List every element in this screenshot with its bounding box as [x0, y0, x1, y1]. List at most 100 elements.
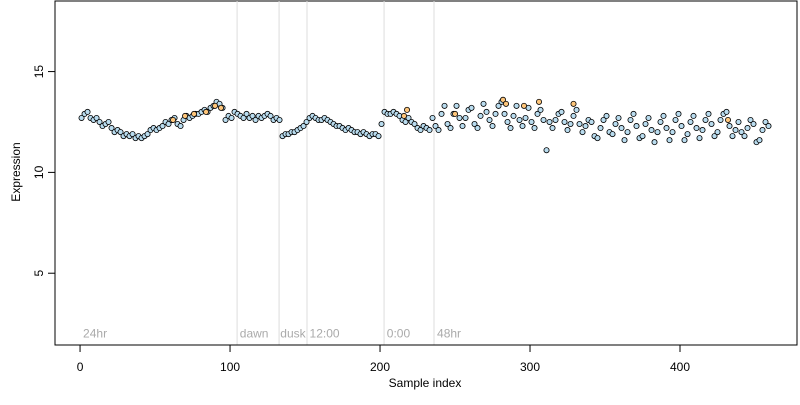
point	[401, 112, 408, 119]
point	[228, 114, 235, 121]
point	[597, 125, 604, 132]
point	[687, 118, 694, 125]
point	[471, 121, 478, 128]
point	[621, 137, 628, 144]
point	[203, 108, 210, 115]
annotation: dusk	[280, 327, 306, 341]
point	[504, 118, 511, 125]
point	[500, 96, 507, 103]
point	[747, 116, 754, 123]
point	[531, 125, 538, 132]
point	[441, 102, 448, 109]
point	[750, 121, 757, 128]
point	[570, 112, 577, 119]
point	[756, 137, 763, 144]
point	[699, 127, 706, 134]
point	[513, 102, 520, 109]
point	[567, 121, 574, 128]
point	[618, 125, 625, 132]
y-tick-label: 15	[32, 65, 46, 79]
point	[672, 116, 679, 123]
point	[243, 110, 250, 117]
point	[267, 112, 274, 119]
annotation: 12:00	[310, 327, 340, 341]
point	[693, 125, 700, 132]
point	[666, 137, 673, 144]
point	[432, 123, 439, 130]
point	[252, 116, 259, 123]
point	[564, 127, 571, 134]
point	[741, 133, 748, 140]
point	[501, 110, 508, 117]
x-tick-label: 100	[220, 360, 240, 374]
point	[738, 129, 745, 136]
point	[543, 147, 550, 154]
point	[144, 131, 151, 138]
point	[684, 131, 691, 138]
point	[576, 121, 583, 128]
point	[182, 112, 189, 119]
point	[170, 116, 177, 123]
point	[459, 123, 466, 130]
point	[108, 125, 115, 132]
point	[129, 131, 136, 138]
point	[495, 102, 502, 109]
point	[521, 102, 528, 109]
point	[537, 106, 544, 113]
point	[84, 108, 91, 115]
point	[552, 116, 559, 123]
x-tick-label: 300	[520, 360, 540, 374]
annotation: 48hr	[437, 327, 461, 341]
point	[429, 114, 436, 121]
annotation: dawn	[240, 327, 269, 341]
point	[212, 102, 219, 109]
point	[765, 123, 772, 130]
point	[78, 114, 85, 121]
point	[480, 100, 487, 107]
point	[93, 114, 100, 121]
x-tick-label: 400	[670, 360, 690, 374]
point	[657, 118, 664, 125]
point	[503, 100, 510, 107]
x-tick-label: 200	[370, 360, 390, 374]
point	[696, 135, 703, 142]
point	[660, 112, 667, 119]
point	[540, 116, 547, 123]
point	[651, 139, 658, 146]
point	[630, 110, 637, 117]
point	[468, 104, 475, 111]
point	[300, 123, 307, 130]
point	[588, 118, 595, 125]
point	[579, 129, 586, 136]
point	[105, 118, 112, 125]
point	[600, 116, 607, 123]
point	[714, 129, 721, 136]
point	[603, 112, 610, 119]
point	[654, 129, 661, 136]
point	[735, 118, 742, 125]
point	[678, 123, 685, 130]
point	[375, 133, 382, 140]
point	[117, 129, 124, 136]
annotation: 0:00	[387, 327, 411, 341]
point	[663, 125, 670, 132]
point	[447, 125, 454, 132]
point	[438, 110, 445, 117]
point	[609, 131, 616, 138]
point	[177, 123, 184, 130]
point	[633, 123, 640, 130]
point	[240, 114, 247, 121]
point	[483, 108, 490, 115]
point	[732, 127, 739, 134]
point	[570, 100, 577, 107]
point	[516, 116, 523, 123]
point	[474, 125, 481, 132]
point	[435, 127, 442, 134]
point	[534, 110, 541, 117]
point	[411, 121, 418, 128]
point	[404, 106, 411, 113]
point	[444, 121, 451, 128]
point	[702, 116, 709, 123]
point	[759, 127, 766, 134]
y-tick-label: 10	[32, 165, 46, 179]
